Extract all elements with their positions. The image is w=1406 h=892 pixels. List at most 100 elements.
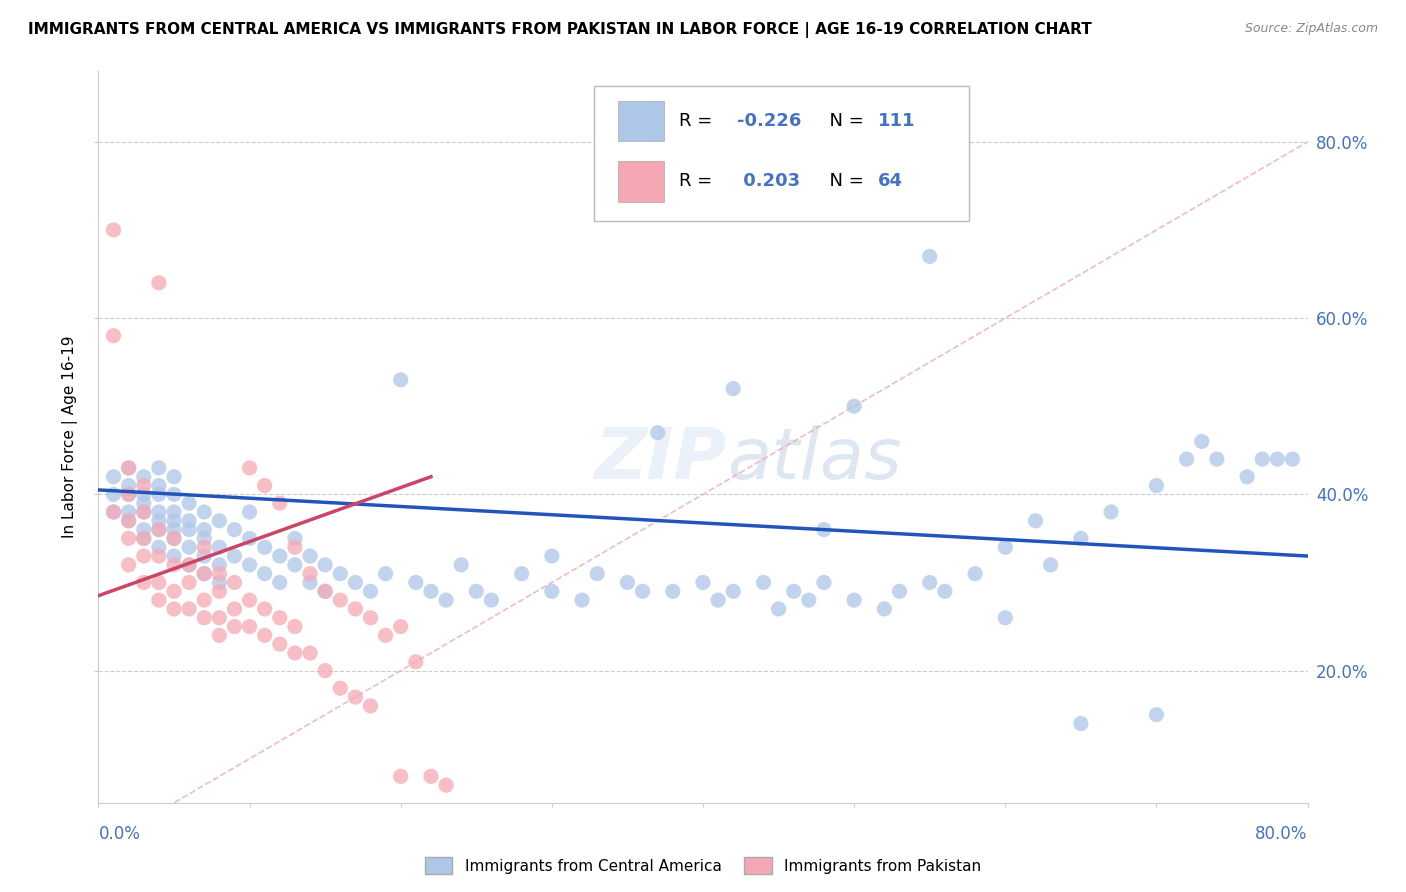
Point xyxy=(284,532,307,546)
Point xyxy=(208,575,231,590)
FancyBboxPatch shape xyxy=(619,101,664,141)
Y-axis label: In Labor Force | Age 16-19: In Labor Force | Age 16-19 xyxy=(62,335,79,539)
Point xyxy=(208,628,231,642)
Point xyxy=(179,523,201,537)
Text: 64: 64 xyxy=(879,172,903,190)
Point xyxy=(631,584,654,599)
Point xyxy=(253,628,276,642)
Point xyxy=(208,540,231,554)
Point xyxy=(284,646,307,660)
Point xyxy=(148,478,170,492)
Point xyxy=(148,487,170,501)
Point xyxy=(163,558,186,572)
Point xyxy=(284,540,307,554)
Point xyxy=(299,549,322,563)
Point xyxy=(269,575,291,590)
Point xyxy=(434,778,457,792)
Point xyxy=(103,223,125,237)
Point xyxy=(374,628,396,642)
Point xyxy=(647,425,669,440)
Point xyxy=(163,487,186,501)
Point xyxy=(329,593,352,607)
Point xyxy=(118,514,141,528)
Point xyxy=(148,523,170,537)
Point xyxy=(118,532,141,546)
Point xyxy=(284,619,307,633)
Text: atlas: atlas xyxy=(727,425,901,493)
Point xyxy=(329,566,352,581)
Text: IMMIGRANTS FROM CENTRAL AMERICA VS IMMIGRANTS FROM PAKISTAN IN LABOR FORCE | AGE: IMMIGRANTS FROM CENTRAL AMERICA VS IMMIG… xyxy=(28,22,1092,38)
Point xyxy=(148,540,170,554)
Point xyxy=(269,611,291,625)
Point xyxy=(148,505,170,519)
Point xyxy=(723,382,745,396)
Point xyxy=(299,566,322,581)
Point xyxy=(224,619,246,633)
Point xyxy=(314,664,336,678)
Point xyxy=(118,461,141,475)
Point xyxy=(208,566,231,581)
Point xyxy=(797,593,820,607)
Point xyxy=(783,584,806,599)
Point xyxy=(329,681,352,696)
Text: 0.203: 0.203 xyxy=(737,172,800,190)
Point xyxy=(163,514,186,528)
Point xyxy=(481,593,503,607)
Point xyxy=(994,540,1017,554)
Text: R =: R = xyxy=(679,112,718,129)
Point xyxy=(132,532,155,546)
Point xyxy=(723,584,745,599)
Point xyxy=(299,646,322,660)
Point xyxy=(752,575,775,590)
Point xyxy=(405,655,427,669)
Point xyxy=(179,496,201,510)
Point xyxy=(374,566,396,581)
Text: N =: N = xyxy=(818,172,869,190)
Point xyxy=(813,523,835,537)
Point xyxy=(148,575,170,590)
Text: ZIP: ZIP xyxy=(595,425,727,493)
Point xyxy=(813,575,835,590)
Point xyxy=(510,566,533,581)
Point xyxy=(269,496,291,510)
Point xyxy=(344,602,367,616)
Point xyxy=(239,619,262,633)
Point xyxy=(118,478,141,492)
Point xyxy=(208,611,231,625)
Point xyxy=(132,478,155,492)
Point xyxy=(284,558,307,572)
Point xyxy=(193,566,215,581)
Point xyxy=(208,584,231,599)
Point xyxy=(148,276,170,290)
FancyBboxPatch shape xyxy=(595,86,969,221)
Point xyxy=(132,549,155,563)
Point xyxy=(1144,478,1167,492)
Point xyxy=(314,558,336,572)
Point xyxy=(163,505,186,519)
Point xyxy=(224,602,246,616)
Point xyxy=(965,566,987,581)
Point xyxy=(132,523,155,537)
Point xyxy=(103,505,125,519)
Point xyxy=(389,769,412,783)
Point xyxy=(118,505,141,519)
Point xyxy=(239,505,262,519)
Text: -0.226: -0.226 xyxy=(737,112,801,129)
Point xyxy=(193,566,215,581)
Point xyxy=(239,558,262,572)
Point xyxy=(179,575,201,590)
Point xyxy=(208,558,231,572)
Point xyxy=(1236,469,1258,483)
Point xyxy=(193,540,215,554)
Point xyxy=(465,584,488,599)
Point xyxy=(1191,434,1213,449)
Point xyxy=(103,469,125,483)
Point xyxy=(132,575,155,590)
Text: Source: ZipAtlas.com: Source: ZipAtlas.com xyxy=(1244,22,1378,36)
Point xyxy=(103,505,125,519)
Point xyxy=(768,602,790,616)
Point xyxy=(163,602,186,616)
Point xyxy=(148,549,170,563)
Text: 111: 111 xyxy=(879,112,915,129)
Point xyxy=(239,593,262,607)
